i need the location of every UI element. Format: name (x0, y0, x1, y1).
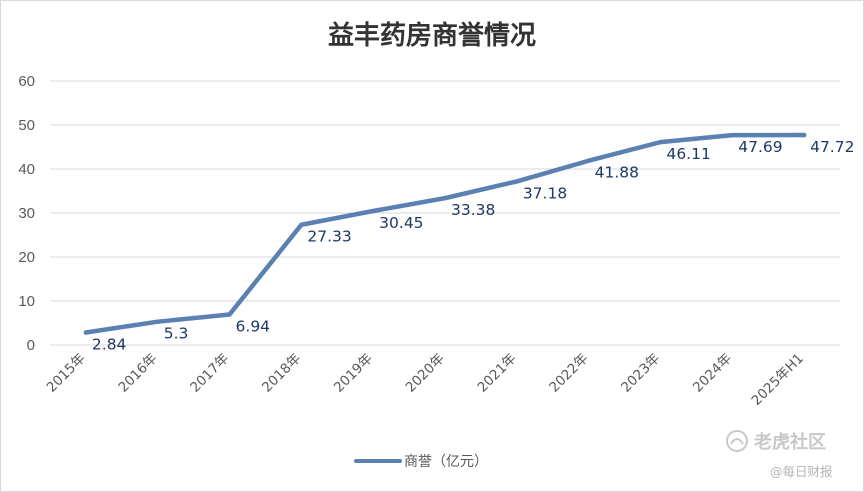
data-point (155, 319, 160, 324)
chart-title: 益丰药房商誉情况 (328, 20, 536, 51)
data-label: 47.72 (810, 138, 854, 156)
data-label: 5.3 (164, 325, 189, 343)
gridlines (50, 80, 840, 346)
data-point (370, 208, 376, 214)
data-label: 33.38 (451, 201, 495, 219)
data-point (299, 222, 304, 227)
watermark-main-text: 老虎社区 (754, 431, 826, 453)
data-point (442, 195, 448, 201)
y-tick-label: 60 (18, 73, 35, 90)
tiger-community-logo-icon (726, 430, 748, 452)
data-label: 27.33 (307, 228, 351, 246)
data-point (83, 330, 89, 335)
data-point (227, 312, 232, 317)
series-line-layer (83, 132, 807, 335)
data-labels: 2.84 5.3 6.94 27.33 30.45 33.38 37.18 41.88 46.1… (92, 138, 855, 353)
data-label: 46.11 (666, 145, 710, 163)
data-label: 2.84 (92, 336, 127, 354)
y-tick-label: 0 (27, 337, 35, 354)
y-tick-label: 10 (18, 293, 35, 310)
data-label: 47.69 (738, 138, 782, 156)
data-point (658, 139, 663, 145)
data-label: 30.45 (379, 214, 423, 232)
legend-label: 商誉（亿元） (404, 454, 488, 470)
y-tick-label: 50 (18, 117, 35, 134)
legend[interactable]: 商誉（亿元） (354, 454, 488, 470)
y-tick-label: 20 (18, 249, 35, 266)
data-label: 41.88 (595, 164, 639, 182)
data-point (586, 158, 591, 163)
watermark-sub-text: @每日财报 (770, 464, 833, 479)
watermark: 老虎社区 @每日财报 (726, 430, 833, 479)
data-label: 6.94 (236, 317, 271, 335)
y-axis-ticks: 0 10 20 30 40 50 60 (18, 73, 35, 354)
data-point (514, 179, 520, 184)
data-point (801, 132, 807, 138)
data-label: 37.18 (523, 184, 567, 202)
y-tick-label: 30 (18, 205, 35, 222)
data-point (730, 132, 735, 138)
y-tick-label: 40 (18, 161, 35, 178)
